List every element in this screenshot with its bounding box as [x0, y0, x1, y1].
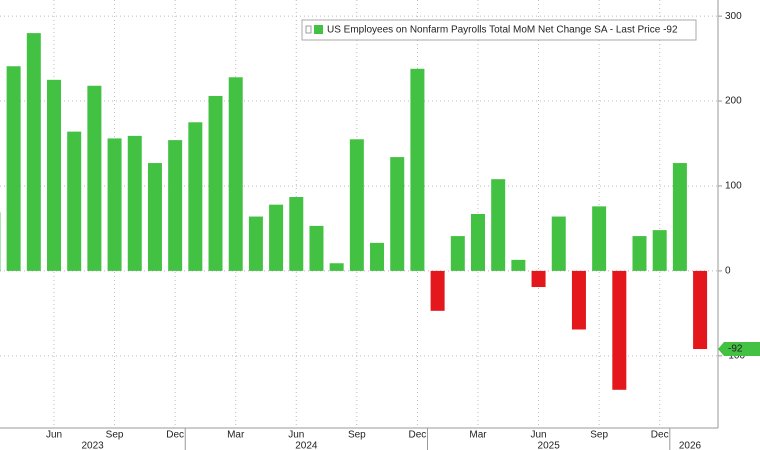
x-tick-label: Dec [409, 430, 427, 441]
bar [672, 163, 687, 271]
bar [612, 270, 627, 390]
bar [309, 225, 324, 271]
bar [370, 242, 385, 271]
bar [188, 122, 203, 271]
x-tick-label: Jun [530, 430, 546, 441]
bar [168, 140, 183, 271]
bar [571, 270, 586, 330]
bar [592, 206, 607, 271]
legend-box [301, 19, 697, 41]
x-tick-label: Sep [590, 430, 608, 441]
last-price-label: -92 [728, 344, 743, 355]
last-price-tag [718, 342, 760, 357]
bar [26, 33, 41, 271]
bar [410, 68, 425, 271]
bar [511, 259, 526, 271]
bar [289, 197, 304, 271]
bar [450, 236, 465, 271]
bar [491, 179, 506, 271]
bar [107, 138, 122, 271]
bar [87, 85, 102, 271]
bar [329, 263, 344, 271]
legend-toggle [305, 25, 312, 34]
bar [349, 139, 364, 271]
bar [269, 204, 284, 271]
y-tick-label: 0 [725, 266, 731, 277]
bar [248, 216, 263, 271]
bar [127, 135, 142, 271]
x-tick-label: Sep [106, 430, 124, 441]
bar [652, 230, 667, 271]
bar [228, 77, 243, 271]
y-tick-label: 300 [725, 11, 742, 22]
bar [430, 270, 445, 311]
legend: US Employees on Nonfarm Payrolls Total M… [301, 19, 697, 41]
legend-label: US Employees on Nonfarm Payrolls Total M… [327, 25, 678, 36]
bar [47, 79, 61, 271]
x-tick-label: Sep [348, 430, 366, 441]
bar [470, 214, 485, 271]
x-tick-label: Dec [651, 430, 669, 441]
year-label: 2023 [81, 441, 104, 450]
bar [208, 95, 223, 271]
bar [67, 131, 82, 271]
year-label: 2024 [295, 441, 318, 450]
bar [147, 163, 162, 271]
bar [551, 216, 566, 271]
year-label: 2025 [538, 441, 561, 450]
x-tick-label: Mar [227, 430, 245, 441]
bar [632, 236, 647, 271]
x-tick-label: Mar [469, 430, 487, 441]
x-tick-label: Dec [166, 430, 184, 441]
legend-swatch [314, 25, 323, 34]
bar [390, 157, 405, 271]
bar [531, 270, 546, 288]
y-tick-label: 200 [725, 96, 742, 107]
bar [693, 270, 708, 350]
bar [6, 66, 21, 271]
y-tick-label: 100 [725, 181, 742, 192]
x-tick-label: Jun [288, 430, 304, 441]
year-label: 2026 [679, 441, 702, 450]
x-tick-label: Jun [46, 430, 62, 441]
